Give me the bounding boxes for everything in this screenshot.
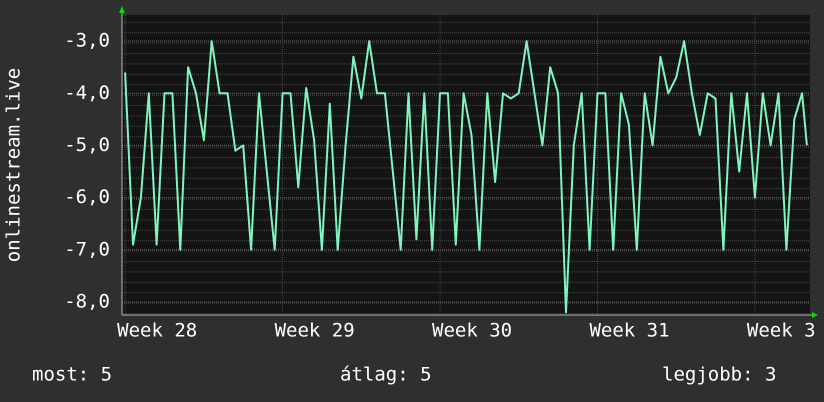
y-tick-label: -6,0 bbox=[64, 186, 110, 208]
x-tick-label: Week 3 bbox=[747, 320, 816, 342]
stat-average: átlag: 5 bbox=[340, 364, 432, 386]
stat-best: legjobb: 3 bbox=[662, 364, 776, 386]
marks bbox=[124, 40, 808, 314]
stat-current: most: 5 bbox=[32, 364, 112, 386]
y-arrow bbox=[119, 6, 125, 13]
data-line bbox=[124, 40, 808, 314]
x-tick-label: Week 30 bbox=[432, 320, 512, 342]
x-tick-label: Week 29 bbox=[275, 320, 355, 342]
x-tick-label: Week 28 bbox=[117, 320, 197, 342]
y-tick-label: -3,0 bbox=[64, 30, 110, 52]
y-axis-label: onlinestream.live bbox=[3, 68, 25, 262]
x-arrow bbox=[812, 312, 818, 318]
minor-grid bbox=[122, 15, 810, 315]
y-tick-label: -8,0 bbox=[64, 290, 110, 312]
y-tick-label: -4,0 bbox=[64, 82, 110, 104]
y-tick-label: -5,0 bbox=[64, 134, 110, 156]
x-tick-label: Week 31 bbox=[589, 320, 669, 342]
grid bbox=[122, 15, 810, 315]
y-tick-label: -7,0 bbox=[64, 238, 110, 260]
